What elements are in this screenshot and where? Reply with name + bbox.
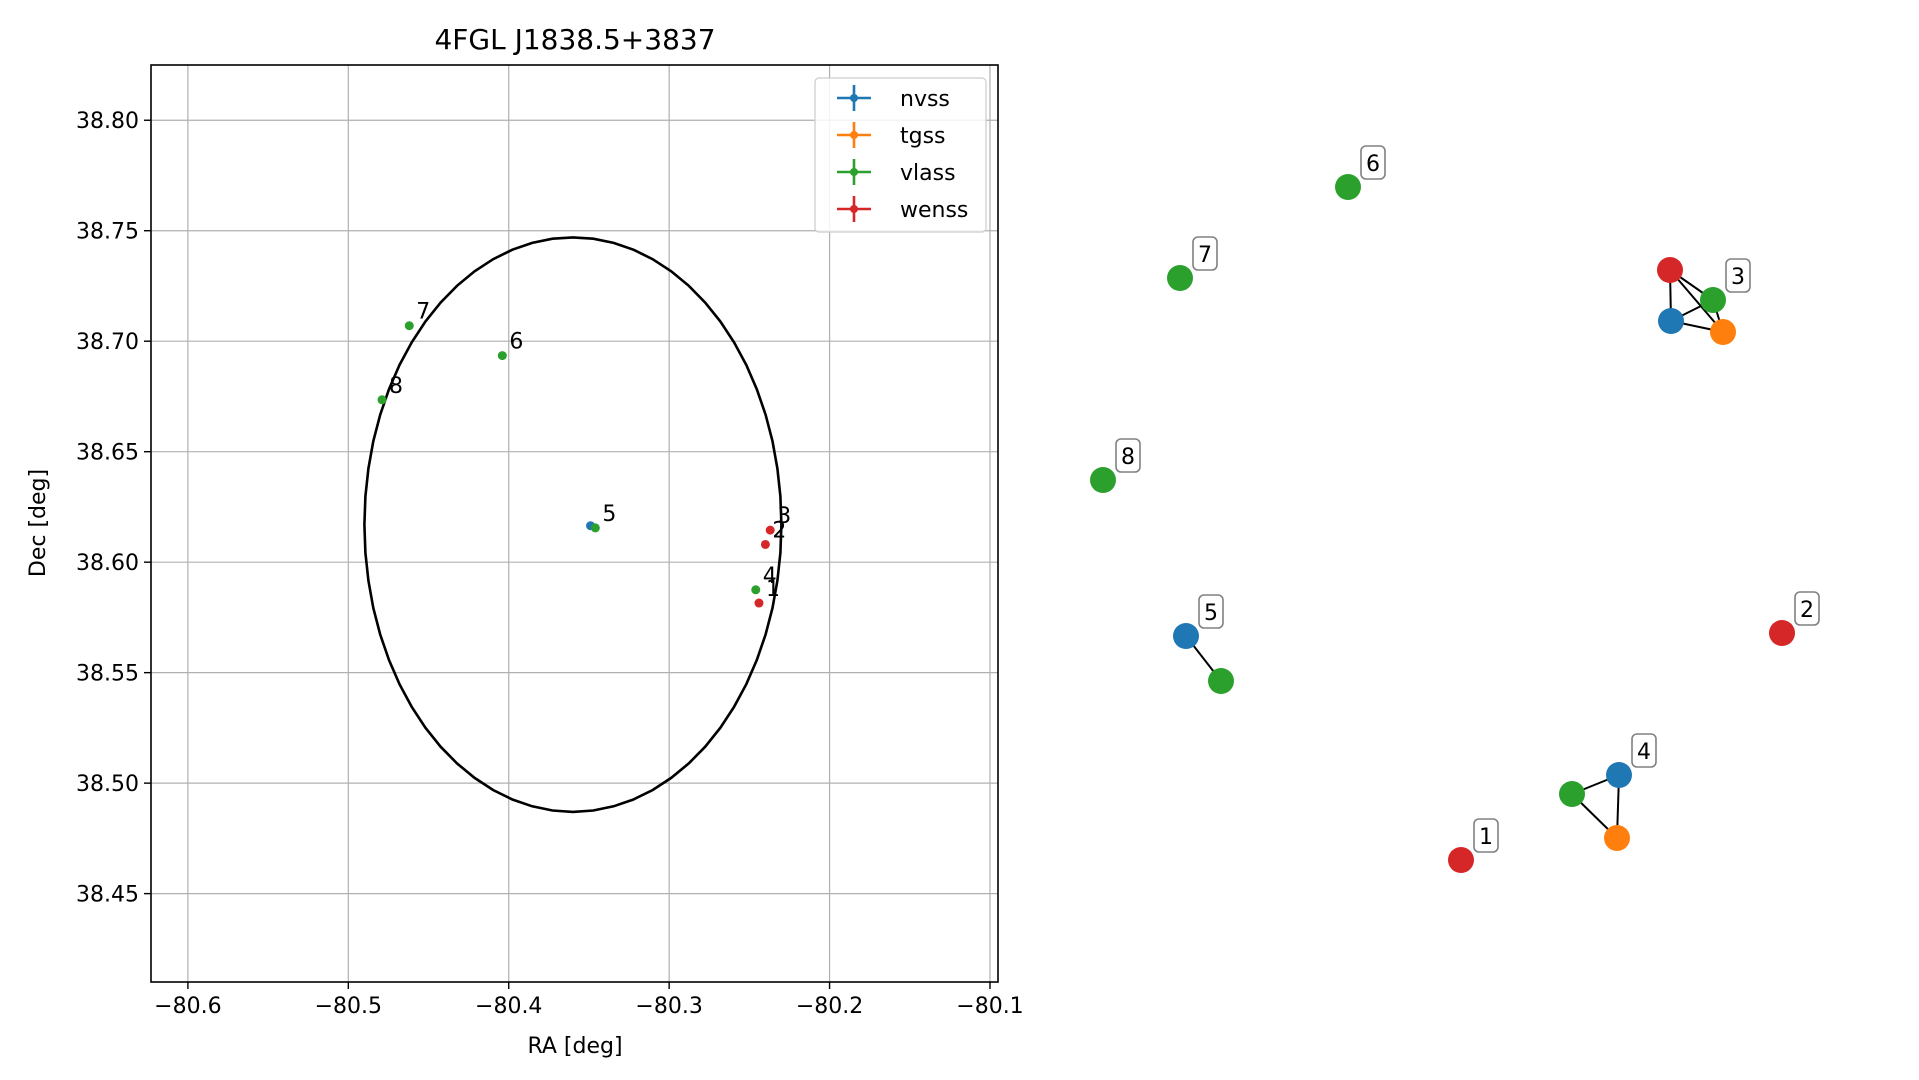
network-label-text: 3 — [1731, 265, 1745, 290]
legend-entry-wenss: wenss — [837, 196, 968, 223]
network-label-box — [1192, 236, 1218, 271]
point-vlass — [497, 351, 507, 361]
y-tick-label: 38.45 — [76, 883, 139, 908]
network-node-vlass — [1090, 467, 1116, 493]
network-node-vlass — [1208, 668, 1234, 694]
point-label: 4 — [763, 564, 777, 589]
legend-marker-dot — [850, 131, 858, 139]
network-node-tgss — [1604, 825, 1630, 851]
x-tick-label: −80.5 — [315, 994, 382, 1019]
target-circle — [363, 236, 783, 814]
legend-label: tgss — [900, 124, 946, 149]
network-node-nvss — [1606, 762, 1632, 788]
point-vlass — [751, 585, 761, 595]
network-label-text: 7 — [1198, 243, 1212, 268]
y-tick-label: 38.80 — [76, 109, 139, 134]
target-circle-layer — [363, 236, 783, 814]
point-vlass — [377, 395, 387, 405]
legend-marker-dot — [850, 168, 858, 176]
network-node-vlass — [1335, 174, 1361, 200]
network-node-wenss — [1448, 847, 1474, 873]
network-label-text: 6 — [1366, 152, 1380, 177]
point-wenss — [754, 598, 764, 608]
point-label: 1 — [766, 577, 780, 602]
y-tick-label: 38.70 — [76, 330, 139, 355]
network-label-box — [1115, 438, 1141, 473]
network-node-wenss — [1769, 620, 1795, 646]
network-node-nvss — [1658, 308, 1684, 334]
network-label: 1 — [1473, 818, 1499, 853]
legend-box — [814, 77, 987, 233]
network-label-text: 2 — [1800, 598, 1814, 623]
legend-label: wenss — [900, 198, 968, 223]
network-panel: 1 2 3 4 5 6 7 8 — [1090, 145, 1820, 873]
network-nodes — [1090, 174, 1795, 873]
network-node-nvss — [1173, 623, 1199, 649]
network-label-box — [1794, 591, 1820, 626]
legend-marker-dot — [850, 205, 858, 213]
network-label-text: 4 — [1637, 740, 1651, 765]
legend-entry-tgss: tgss — [837, 122, 946, 149]
legend-label: vlass — [900, 161, 956, 186]
x-ticks: −80.6 −80.5 −80.4 −80.3 −80.2 −80.1 — [154, 982, 1024, 1019]
network-label: 3 — [1725, 258, 1751, 293]
x-tick-label: −80.2 — [796, 994, 863, 1019]
network-node-vlass — [1700, 287, 1726, 313]
network-label: 5 — [1198, 594, 1224, 629]
legend: nvss tgss vlass wenss — [814, 77, 987, 233]
network-label: 7 — [1192, 236, 1218, 271]
legend-marker-dot — [850, 94, 858, 102]
point-label: 6 — [509, 330, 523, 355]
network-label-box — [1360, 145, 1386, 180]
network-node-vlass — [1559, 781, 1585, 807]
network-labels: 1 2 3 4 5 6 7 8 — [1115, 145, 1820, 853]
plot-frame — [150, 64, 999, 983]
y-tick-label: 38.65 — [76, 441, 139, 466]
network-label: 2 — [1794, 591, 1820, 626]
network-node-tgss — [1710, 319, 1736, 345]
x-tick-label: −80.3 — [635, 994, 702, 1019]
legend-entry-vlass: vlass — [837, 159, 956, 186]
point-label: 5 — [602, 502, 616, 527]
point-wenss — [760, 539, 770, 549]
y-tick-label: 38.60 — [76, 551, 139, 576]
network-label-text: 5 — [1204, 601, 1218, 626]
network-edge — [1669, 269, 1724, 333]
network-label-box — [1631, 733, 1657, 768]
y-tick-label: 38.75 — [76, 220, 139, 245]
point-vlass — [404, 321, 414, 331]
network-node-wenss — [1657, 257, 1683, 283]
legend-entry-nvss: nvss — [837, 85, 950, 112]
network-label: 6 — [1360, 145, 1386, 180]
network-label-box — [1473, 818, 1499, 853]
x-tick-label: −80.6 — [154, 994, 221, 1019]
point-vlass — [590, 523, 600, 533]
point-label: 2 — [772, 518, 786, 543]
x-tick-label: −80.4 — [475, 994, 542, 1019]
network-label-box — [1725, 258, 1751, 293]
point-wenss — [765, 525, 775, 535]
network-label-box — [1198, 594, 1224, 629]
y-ticks: 38.45 38.50 38.55 38.60 38.65 38.70 38.75 38.80 — [76, 109, 151, 908]
scatter-points — [377, 321, 775, 608]
point-label: 3 — [777, 504, 791, 529]
x-axis-label: RA [deg] — [527, 1034, 622, 1059]
y-tick-label: 38.55 — [76, 662, 139, 687]
x-tick-label: −80.1 — [956, 994, 1023, 1019]
network-label-text: 1 — [1479, 825, 1493, 850]
chart-title: 4FGL J1838.5+3837 — [434, 23, 715, 56]
legend-label: nvss — [900, 87, 950, 112]
network-label-text: 8 — [1121, 445, 1135, 470]
network-label: 4 — [1631, 733, 1657, 768]
y-tick-label: 38.50 — [76, 772, 139, 797]
point-label: 7 — [416, 300, 430, 325]
point-label: 8 — [389, 374, 403, 399]
network-label: 8 — [1115, 438, 1141, 473]
y-axis-label: Dec [deg] — [26, 469, 51, 577]
network-node-vlass — [1167, 265, 1193, 291]
